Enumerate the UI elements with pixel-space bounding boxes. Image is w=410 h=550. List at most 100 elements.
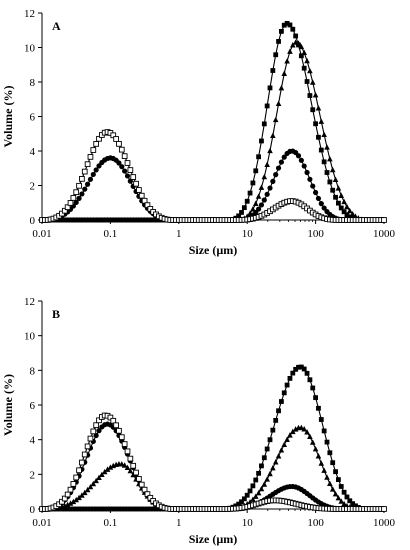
data-point-s1-102 xyxy=(329,166,336,173)
y-tick-label: 4 xyxy=(30,146,36,158)
data-point-s2-84 xyxy=(278,159,284,165)
data-point-s0-85 xyxy=(281,22,287,28)
data-point-s2-16 xyxy=(85,181,91,187)
data-point-s0-69 xyxy=(236,501,242,507)
data-point-s1-96 xyxy=(312,445,319,452)
data-point-s0-21 xyxy=(99,506,105,512)
data-point-s3-36 xyxy=(141,486,148,493)
data-point-s2-99 xyxy=(321,205,327,211)
data-point-s0-29 xyxy=(122,506,128,512)
data-point-s2-85 xyxy=(281,154,287,160)
data-point-s1-94 xyxy=(307,433,313,440)
data-point-s0-86 xyxy=(284,382,290,388)
y-axis-label: Volume (%) xyxy=(1,86,15,148)
data-point-s3-30 xyxy=(124,160,131,166)
data-point-s1-97 xyxy=(315,105,322,111)
data-point-s1-86 xyxy=(284,436,290,442)
x-tick-label: 100 xyxy=(307,517,324,529)
data-point-s0-31 xyxy=(127,506,133,512)
data-point-s1-103 xyxy=(332,490,339,497)
data-point-s0-73 xyxy=(247,190,253,196)
data-point-s1-10 xyxy=(67,500,74,506)
data-point-s0-104 xyxy=(336,200,341,206)
data-point-s1-18 xyxy=(90,480,97,487)
data-point-s2-15 xyxy=(82,186,88,192)
data-point-s0-107 xyxy=(344,212,350,218)
data-point-s3-16 xyxy=(84,161,91,168)
data-point-s1-12 xyxy=(73,496,79,503)
data-point-s0-88 xyxy=(290,370,296,376)
data-point-s0-105 xyxy=(338,205,344,211)
data-point-s0-89 xyxy=(293,33,299,39)
data-point-s3-13 xyxy=(76,467,82,474)
data-point-s1-100 xyxy=(324,474,330,480)
data-point-s3-12 xyxy=(73,189,80,196)
data-point-s0-75 xyxy=(253,168,259,174)
data-point-s0-23 xyxy=(105,506,110,512)
data-point-s0-40 xyxy=(153,506,159,512)
data-point-s0-89 xyxy=(293,366,299,372)
data-point-s0-82 xyxy=(273,52,279,58)
data-point-s1-98 xyxy=(318,460,325,466)
data-point-s3-19 xyxy=(93,422,100,429)
data-point-s0-80 xyxy=(267,437,273,443)
x-tick-label: 10 xyxy=(242,228,254,240)
data-point-s1-105 xyxy=(338,192,345,198)
data-point-s0-76 xyxy=(256,470,261,476)
panel-label: B xyxy=(52,307,60,321)
chart-panel-b: 0 2 4 6 8 10 12 0.01 0.1 1 10 100 1000 Size (µm) Volum… xyxy=(1,296,396,546)
data-point-s0-70 xyxy=(239,210,244,215)
data-point-s2-30 xyxy=(124,173,131,179)
data-point-s0-84 xyxy=(279,28,284,34)
data-point-s0-37 xyxy=(145,506,150,512)
data-point-s1-76 xyxy=(255,489,262,496)
data-point-s3-38 xyxy=(147,206,154,212)
data-point-s1-88 xyxy=(290,428,296,435)
data-point-s0-35 xyxy=(139,506,145,512)
data-point-s0-83 xyxy=(276,408,281,414)
data-point-s2-90 xyxy=(295,153,302,159)
data-point-s3-120 xyxy=(381,217,387,223)
data-point-s1-92 xyxy=(301,426,307,432)
data-point-s0-92 xyxy=(301,366,307,372)
y-tick-label: 10 xyxy=(24,331,36,343)
data-point-s1-84 xyxy=(278,84,285,91)
data-point-s1-24 xyxy=(107,464,114,470)
data-point-s1-79 xyxy=(264,476,270,482)
data-point-s0-84 xyxy=(279,399,284,404)
data-point-s0-95 xyxy=(310,385,316,391)
y-tick-label: 12 xyxy=(24,296,35,308)
data-point-s2-97 xyxy=(315,195,322,202)
series-line-2 xyxy=(42,150,384,221)
data-point-s1-97 xyxy=(315,453,322,459)
data-point-s2-29 xyxy=(122,168,128,174)
data-point-s1-88 xyxy=(290,42,296,48)
data-point-s0-109 xyxy=(350,501,356,507)
data-point-s3-36 xyxy=(141,197,148,204)
data-point-s1-108 xyxy=(347,207,353,214)
data-point-s1-106 xyxy=(341,500,347,507)
data-point-s1-91 xyxy=(298,424,305,431)
data-point-s3-30 xyxy=(124,448,131,455)
data-point-s1-79 xyxy=(264,161,270,167)
data-point-s3-18 xyxy=(90,428,97,435)
x-tick-label: 1 xyxy=(176,517,182,529)
data-point-s0-70 xyxy=(239,499,244,505)
data-point-s1-74 xyxy=(250,206,256,212)
data-point-s0-106 xyxy=(341,209,347,215)
data-point-s1-29 xyxy=(121,462,128,468)
data-point-s1-85 xyxy=(281,70,288,76)
data-point-s0-103 xyxy=(333,469,338,475)
data-point-s3-16 xyxy=(84,443,91,450)
y-tick-label: 6 xyxy=(30,400,36,412)
data-point-s0-14 xyxy=(79,506,85,512)
data-point-s0-93 xyxy=(304,79,310,84)
data-point-s3-14 xyxy=(79,459,85,466)
data-point-s0-87 xyxy=(287,375,293,381)
data-point-s2-76 xyxy=(256,206,262,212)
data-point-s2-92 xyxy=(301,163,307,169)
data-point-s2-18 xyxy=(90,171,96,178)
data-point-s3-11 xyxy=(70,481,77,487)
data-point-s1-77 xyxy=(258,184,265,190)
data-point-s0-78 xyxy=(261,455,267,461)
